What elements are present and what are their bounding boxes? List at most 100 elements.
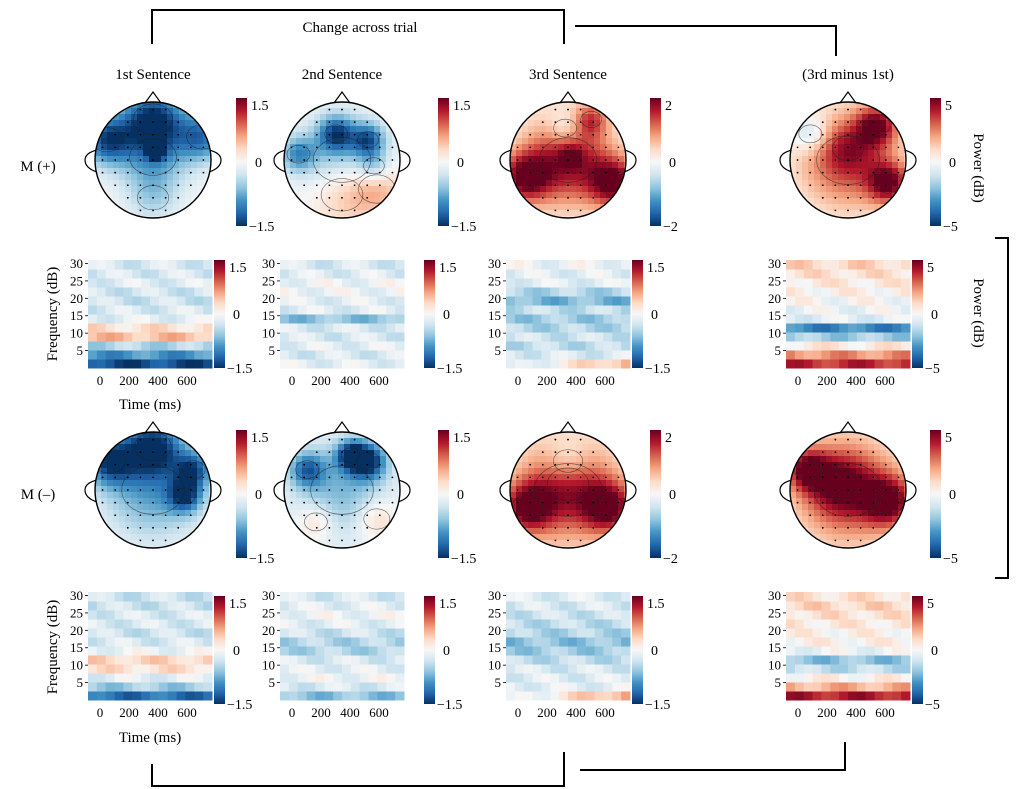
- topomap-cell: [191, 156, 198, 163]
- spectrogram-cell: [892, 610, 902, 620]
- spectrogram-cell: [901, 682, 911, 692]
- spectrogram-cell: [550, 341, 560, 351]
- topomap-cell: [149, 126, 156, 133]
- topomap-cell: [886, 144, 893, 151]
- frequency-tick-label: 20: [768, 291, 781, 306]
- topomap-cell: [814, 486, 821, 493]
- topomap-cell: [368, 534, 375, 541]
- topomap-cell: [296, 114, 303, 121]
- spectrogram-cell: [848, 287, 858, 297]
- spectrogram-cell: [167, 655, 178, 665]
- topomap-cell: [588, 444, 595, 451]
- topomap-cell: [582, 216, 589, 218]
- spectrogram-cell: [550, 664, 560, 674]
- topomap-cell: [796, 150, 803, 157]
- electrode-dot: [126, 501, 129, 504]
- spectrogram-cell: [550, 323, 560, 333]
- topomap-cell: [522, 192, 529, 199]
- spectrogram-cell: [297, 619, 308, 629]
- topomap-cell: [119, 534, 126, 541]
- spectrogram-cell: [386, 673, 396, 683]
- topomap-cell: [826, 450, 833, 457]
- topomap-cell: [143, 522, 150, 529]
- topomap-cell: [558, 522, 565, 529]
- topomap-cell: [814, 444, 821, 451]
- spectrogram-cell: [812, 628, 822, 638]
- spectrogram-cell: [203, 296, 213, 306]
- spectrogram-cell: [603, 664, 613, 674]
- spectrogram-cell: [132, 673, 142, 683]
- frequency-tick-label: 10: [262, 658, 275, 673]
- topomap-cell: [886, 480, 893, 487]
- topomap-cell: [862, 510, 869, 517]
- spectrogram-cell: [901, 655, 911, 665]
- topomap-cell: [820, 516, 827, 523]
- topomap-cell: [332, 120, 339, 127]
- electrode-dot: [834, 146, 837, 149]
- spectrogram-cell: [377, 287, 387, 297]
- topomap-cell: [832, 210, 839, 217]
- topomap-cell: [308, 528, 315, 535]
- topomap-cell: [167, 210, 174, 217]
- topomap-cell: [362, 174, 369, 181]
- topomap-cell: [143, 174, 150, 181]
- topomap-cell: [874, 114, 881, 121]
- topomap-cell: [308, 192, 315, 199]
- spectrogram-cell: [114, 296, 124, 306]
- topomap-cell: [516, 516, 523, 523]
- spectrogram-cell: [621, 592, 631, 602]
- topomap-cell: [119, 456, 126, 463]
- topomap-cell: [368, 528, 375, 535]
- spectrogram-cell: [194, 610, 204, 620]
- topomap-cell: [564, 492, 571, 499]
- spectrogram-cell: [550, 619, 560, 629]
- topomap-cell: [362, 480, 369, 487]
- spectrogram-cell: [114, 592, 124, 602]
- topomap-cell: [540, 510, 547, 517]
- topomap-cell: [380, 132, 387, 139]
- spectrogram-cell: [812, 260, 822, 270]
- topomap-cell: [350, 516, 357, 523]
- electrode-dot: [604, 476, 607, 479]
- topomap-cell: [880, 522, 887, 529]
- topomap-cell: [332, 126, 339, 133]
- spectrogram-cell: [803, 287, 814, 297]
- topomap-cell: [119, 186, 126, 193]
- topomap-cell: [191, 492, 198, 499]
- topomap-cell: [350, 528, 357, 535]
- spectrogram-cell: [158, 332, 169, 342]
- topomap-cell: [344, 462, 351, 469]
- head-outline: [94, 101, 212, 219]
- topomap-cell: [582, 168, 589, 175]
- spectrogram-cell: [350, 619, 361, 629]
- topomap-cell: [588, 510, 595, 517]
- topomap-cell: [886, 162, 893, 169]
- topomap-cell: [844, 156, 851, 163]
- topomap-cell: [296, 480, 303, 487]
- topomap-cell: [197, 510, 204, 517]
- spectrogram-cell: [812, 341, 822, 351]
- topomap-cell: [191, 510, 198, 517]
- topomap-cell: [880, 516, 887, 523]
- topomap-cell: [552, 180, 559, 187]
- topomap-cell: [173, 120, 180, 127]
- spectrogram-cell: [803, 592, 814, 602]
- topomap-cell: [802, 150, 809, 157]
- topomap-cell: [820, 480, 827, 487]
- electrode-dot: [164, 451, 167, 454]
- topomap-cell: [143, 456, 150, 463]
- spectrogram-cell: [892, 296, 902, 306]
- electrode-dot: [101, 171, 104, 174]
- topomap-cell: [386, 462, 393, 469]
- colorbar: 50−5: [930, 430, 958, 567]
- colorbar-max-label: 5: [927, 597, 934, 612]
- topomap-cell: [197, 492, 204, 499]
- spectrogram-cell: [856, 305, 867, 315]
- topomap-cell: [338, 516, 345, 523]
- spectrogram-cell: [812, 610, 822, 620]
- colorbar-mid-label: 0: [443, 308, 450, 323]
- spectrogram-cell: [297, 610, 308, 620]
- topomap-cell: [179, 138, 186, 145]
- topomap-cell: [350, 150, 357, 157]
- spectrogram-cell: [892, 260, 902, 270]
